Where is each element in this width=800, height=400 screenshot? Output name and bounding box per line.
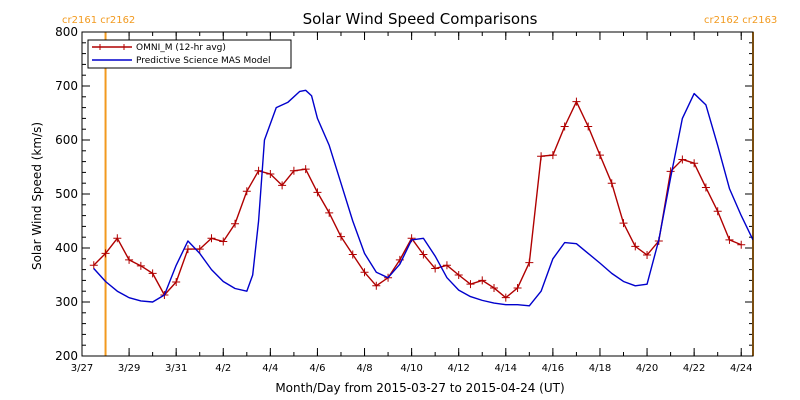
- omni-point: [608, 179, 616, 187]
- y-tick-label: 300: [55, 295, 78, 309]
- x-axis-label: Month/Day from 2015-03-27 to 2015-04-24 …: [275, 381, 564, 395]
- omni-point: [125, 256, 133, 264]
- omni-point: [561, 123, 569, 131]
- series-line-mas: [94, 90, 753, 305]
- x-tick-label: 4/18: [589, 363, 611, 374]
- omni-point: [337, 233, 345, 241]
- x-tick-label: 4/6: [309, 363, 325, 374]
- omni-point: [243, 187, 251, 195]
- omni-point: [596, 151, 604, 159]
- x-tick-label: 4/4: [262, 363, 278, 374]
- omni-point: [219, 238, 227, 246]
- y-tick-label: 500: [55, 187, 78, 201]
- omni-point: [149, 269, 157, 277]
- x-tick-label: 4/24: [730, 363, 752, 374]
- x-tick-label: 3/27: [71, 363, 93, 374]
- y-tick-label: 200: [55, 349, 78, 363]
- omni-point: [313, 188, 321, 196]
- plot-area: 200 300 400 500 600 700 800 3/27 3/29 3/31 4/2 4/4 4…: [55, 25, 753, 374]
- y-tick-label: 700: [55, 79, 78, 93]
- x-tick-label: 4/8: [356, 363, 372, 374]
- omni-point: [572, 98, 580, 106]
- chart: Solar Wind Speed Comparisons Month/Day f…: [0, 0, 800, 400]
- y-tick-label: 600: [55, 133, 78, 147]
- omni-point: [584, 123, 592, 131]
- x-tick-label: 4/10: [400, 363, 422, 374]
- legend: OMNI_M (12-hr avg) Predictive Science MA…: [88, 40, 291, 68]
- x-tick-label: 4/22: [683, 363, 705, 374]
- x-tick-label: 3/29: [118, 363, 140, 374]
- x-tick-label: 4/20: [636, 363, 658, 374]
- omni-point: [302, 165, 310, 173]
- y-tick-label: 400: [55, 241, 78, 255]
- cr-label-right: cr2162 cr2163: [704, 15, 777, 26]
- legend-label-omni: OMNI_M (12-hr avg): [136, 43, 226, 53]
- chart-title: Solar Wind Speed Comparisons: [303, 10, 538, 28]
- omni-point: [725, 236, 733, 244]
- omni-point: [537, 152, 545, 160]
- omni-point: [325, 209, 333, 217]
- legend-label-mas: Predictive Science MAS Model: [136, 56, 271, 66]
- omni-point: [231, 220, 239, 228]
- omni-point: [349, 250, 357, 258]
- omni-point: [714, 207, 722, 215]
- omni-point: [549, 151, 557, 159]
- plot-frame: [82, 32, 753, 356]
- y-tick-label: 800: [55, 25, 78, 39]
- omni-point: [137, 262, 145, 270]
- omni-point: [620, 219, 628, 227]
- x-tick-label: 4/2: [215, 363, 231, 374]
- x-tick-label: 4/16: [542, 363, 564, 374]
- series-line-omni: [94, 102, 741, 298]
- omni-point: [478, 276, 486, 284]
- y-axis-label: Solar Wind Speed (km/s): [30, 122, 44, 270]
- x-tick-label: 3/31: [165, 363, 187, 374]
- omni-point: [737, 241, 745, 249]
- omni-point: [702, 184, 710, 192]
- omni-point: [690, 159, 698, 167]
- x-tick-label: 4/14: [495, 363, 517, 374]
- x-tick-label: 4/12: [447, 363, 469, 374]
- omni-point: [525, 259, 533, 267]
